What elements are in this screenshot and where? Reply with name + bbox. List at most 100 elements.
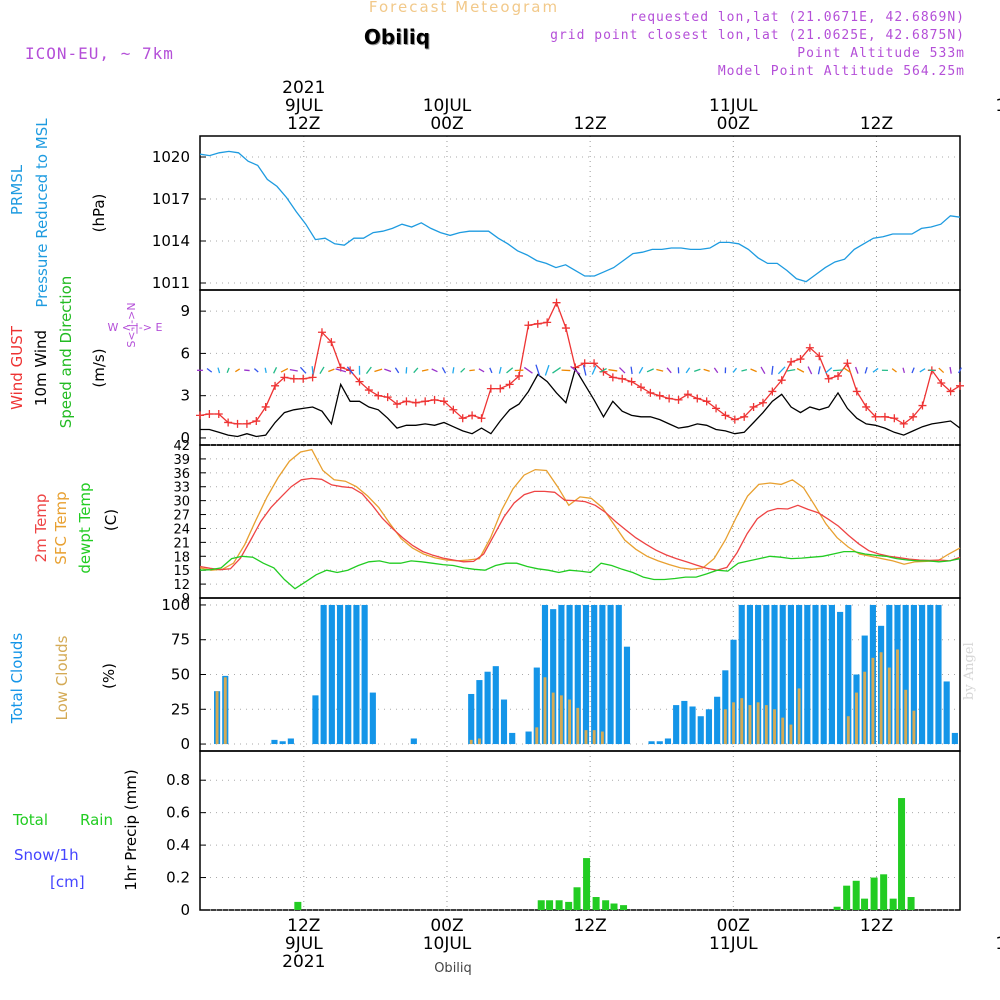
wind-direction-arrow bbox=[478, 368, 485, 373]
wind-gust-marker bbox=[758, 398, 767, 407]
precip-ytick-label: 0.4 bbox=[166, 836, 190, 854]
wind-direction-arrow bbox=[891, 368, 897, 373]
low-cloud-bar bbox=[223, 677, 227, 745]
total-cloud-bar bbox=[541, 604, 549, 745]
low-cloud-bar bbox=[469, 739, 473, 745]
wind-gust-marker bbox=[843, 359, 852, 368]
wind-gust-marker bbox=[749, 402, 758, 411]
wind-gust-marker bbox=[233, 419, 242, 428]
total-cloud-bar bbox=[943, 681, 950, 745]
low-cloud-bar bbox=[846, 716, 850, 745]
wind-gust-marker bbox=[280, 373, 289, 382]
total-cloud-bar bbox=[787, 604, 794, 745]
wind-direction-arrow bbox=[618, 367, 626, 374]
temperature-ytick-label: 39 bbox=[173, 453, 190, 468]
wind-direction-arrow bbox=[825, 367, 833, 374]
wind-direction-arrow bbox=[319, 366, 325, 375]
low-cloud-bar bbox=[863, 671, 867, 745]
wind-gust-marker bbox=[402, 397, 411, 406]
wind-direction-arrow bbox=[919, 368, 926, 373]
wind-gust-marker bbox=[505, 380, 514, 389]
wind-gust-marker bbox=[477, 414, 486, 423]
low-cloud-bar bbox=[592, 730, 596, 745]
wind-gust-marker bbox=[693, 394, 702, 403]
gridpoint-coords: grid point closest lon,lat (21.0625E, 42… bbox=[550, 28, 965, 43]
wind-gust-marker bbox=[777, 376, 786, 385]
temperature-ytick-label: 33 bbox=[173, 481, 190, 496]
total-cloud-bar bbox=[910, 604, 917, 745]
total-cloud-bar bbox=[796, 604, 803, 745]
low-cloud-bar bbox=[764, 705, 768, 745]
pressure-ytick-label: 1011 bbox=[152, 274, 190, 292]
wind-gust-marker bbox=[580, 359, 589, 368]
wind-direction-arrow bbox=[523, 366, 533, 374]
total-cloud-bar bbox=[722, 670, 729, 745]
rain-bar bbox=[565, 901, 573, 910]
temperature-ytick-label: 42 bbox=[173, 439, 190, 454]
clouds-ytick-label: 25 bbox=[171, 700, 190, 718]
model-label: ICON-EU, ~ 7km bbox=[25, 44, 174, 63]
wind-gust-marker bbox=[702, 397, 711, 406]
wind-direction-label: Speed and Direction bbox=[57, 276, 75, 429]
rain-bar bbox=[907, 897, 915, 910]
low-cloud-bar bbox=[535, 727, 539, 745]
wind-direction-arrow bbox=[949, 366, 952, 374]
wind-direction-arrow bbox=[713, 367, 719, 374]
total-cloud-bar bbox=[582, 604, 590, 745]
total-cloud-bar bbox=[599, 604, 606, 745]
low-cloud-bar bbox=[789, 724, 793, 745]
wind-gust-marker bbox=[712, 404, 721, 413]
wind-gust-marker bbox=[393, 400, 402, 409]
pressure-ytick-label: 1014 bbox=[152, 232, 190, 250]
wind-direction-arrow bbox=[289, 368, 298, 372]
low-cloud-bar bbox=[600, 731, 604, 745]
wind-speed-line bbox=[200, 367, 961, 438]
low-cloud-bar bbox=[871, 657, 875, 745]
low-cloud-bar bbox=[781, 717, 785, 745]
wind-gust-marker bbox=[721, 411, 730, 420]
low-cloud-bar bbox=[773, 709, 776, 745]
rain-bar bbox=[880, 874, 888, 910]
total-cloud-bar bbox=[591, 604, 598, 745]
wind-direction-arrow bbox=[902, 367, 906, 374]
wind-direction-arrow bbox=[452, 367, 455, 374]
wind-gust-marker bbox=[364, 386, 373, 395]
total-cloud-bar bbox=[328, 604, 335, 745]
total-cloud-bar bbox=[279, 741, 286, 745]
low-cloud-bar bbox=[723, 709, 727, 745]
low-cloud-bar bbox=[584, 730, 588, 745]
rain-bar bbox=[294, 901, 302, 910]
wind-gust-marker bbox=[317, 328, 326, 337]
wind-direction-arrow bbox=[552, 367, 561, 374]
wind-gust-marker bbox=[496, 384, 505, 393]
low-cloud-bar bbox=[879, 652, 883, 745]
wind-gust-marker bbox=[308, 373, 317, 382]
wind-gust-marker bbox=[890, 414, 899, 423]
low-cloud-bar bbox=[477, 738, 481, 745]
total-cloud-bar bbox=[287, 738, 294, 745]
total-cloud-bar bbox=[607, 604, 614, 745]
total-cloud-bar bbox=[312, 695, 319, 745]
total-cloud-bar bbox=[935, 604, 942, 745]
bottom-axis-hour: 00Z bbox=[430, 916, 463, 936]
total-cloud-bar bbox=[902, 604, 909, 745]
low-cloud-bar bbox=[732, 702, 735, 745]
total-cloud-bar bbox=[763, 604, 770, 745]
total-cloud-bar bbox=[410, 738, 417, 745]
wind-direction-arrow bbox=[489, 367, 493, 374]
wind-direction-arrow bbox=[591, 365, 597, 375]
wind-gust-marker bbox=[458, 414, 467, 423]
wind-direction-arrow bbox=[365, 366, 372, 375]
total-cloud-bar bbox=[353, 604, 360, 745]
low-cloud-bar bbox=[576, 707, 580, 745]
rain-bar bbox=[852, 880, 860, 910]
precip-total-label: Total bbox=[12, 811, 48, 829]
total-cloud-bar bbox=[345, 604, 352, 745]
top-axis-hour: 12Z bbox=[287, 114, 320, 134]
wind-direction-arrow bbox=[346, 366, 354, 375]
total-cloud-bar bbox=[804, 604, 811, 745]
total-cloud-bar bbox=[500, 699, 508, 745]
wind-direction-arrow bbox=[217, 367, 221, 374]
temp-unit-label: (C) bbox=[102, 509, 120, 531]
wind-ytick-label: 9 bbox=[180, 302, 190, 320]
